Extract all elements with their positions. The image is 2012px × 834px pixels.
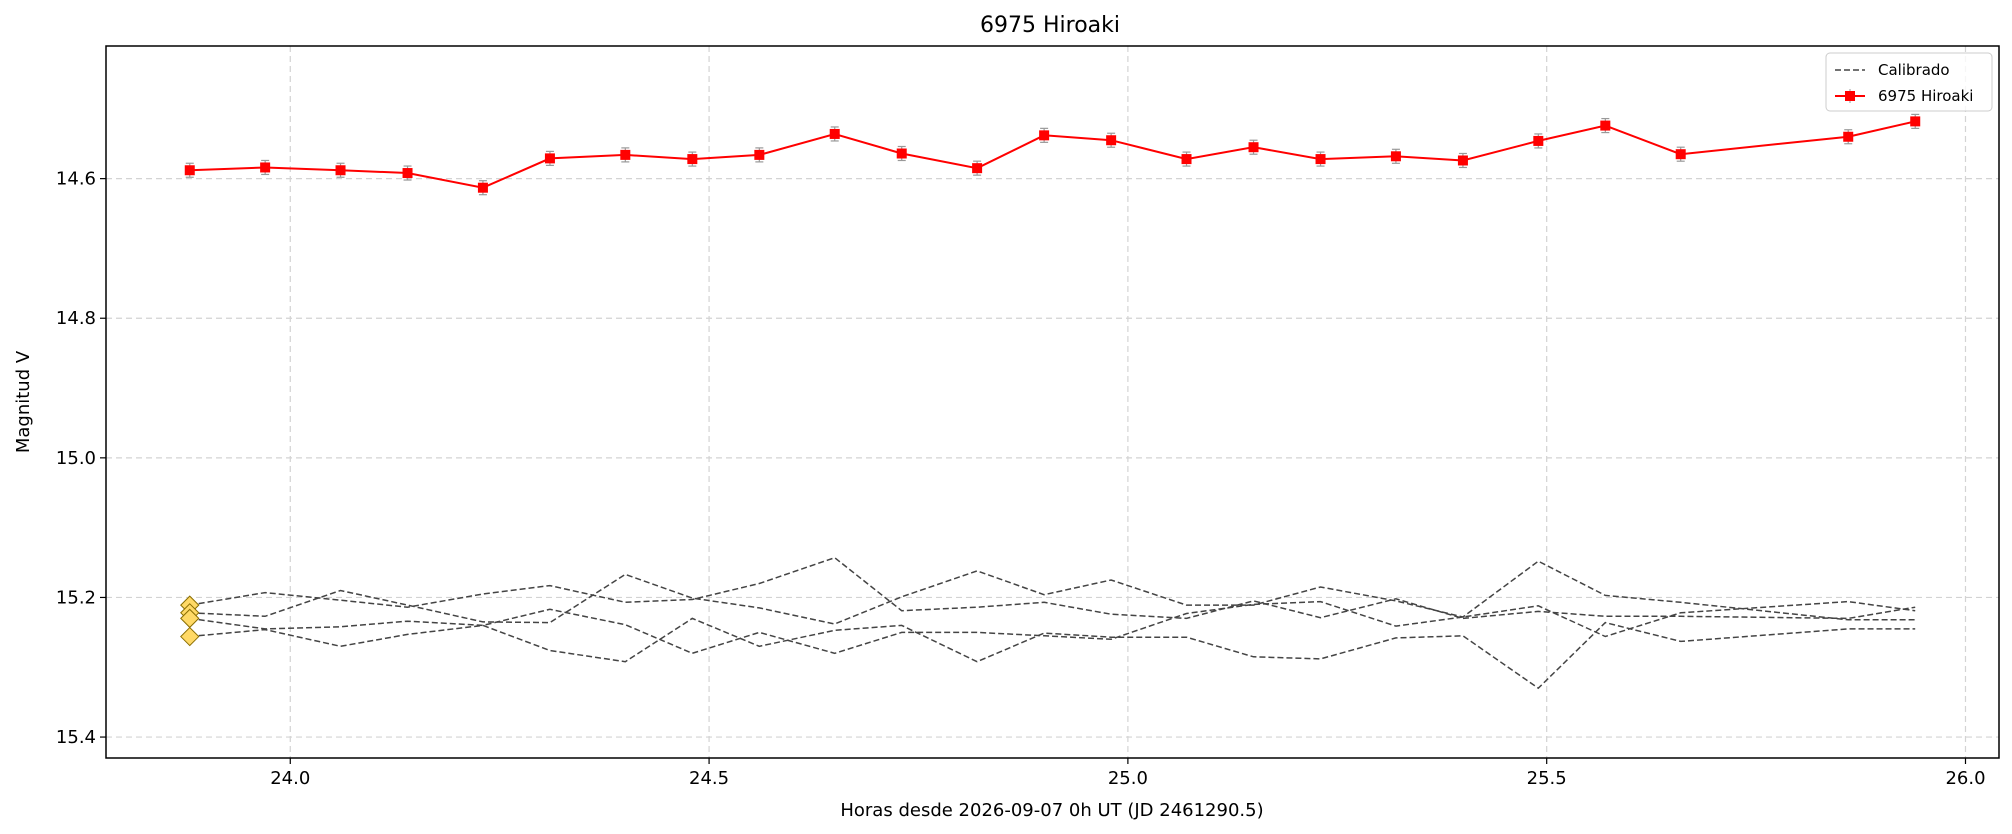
target-data-point [896, 148, 907, 159]
target-data-point [544, 153, 555, 164]
legend-box [1825, 52, 1993, 112]
comparison-series-line [189, 617, 1916, 690]
x-tick-label: 25.0 [1108, 768, 1148, 789]
comparison-series-line [189, 600, 1916, 655]
target-data-point [1390, 151, 1401, 162]
target-data-point [687, 154, 698, 165]
legend: Calibrado 6975 Hiroaki [1825, 52, 1993, 112]
axis-ticks: 24.0 24.5 25.0 25.5 26.0 14.6 14.8 15.0 15.2 15.4 [56, 169, 1986, 789]
target-data-point [1600, 120, 1611, 131]
target-data-point [972, 163, 983, 174]
comparison-start-marker [180, 626, 200, 647]
y-axis-label: Magnitud V [13, 350, 34, 453]
x-tick-label: 25.5 [1527, 768, 1567, 789]
target-data-point [1843, 131, 1854, 142]
comparison-series-line [189, 560, 1916, 625]
comparison-series-line [189, 556, 1916, 620]
series-layer [180, 113, 1921, 690]
target-data-point [620, 149, 631, 160]
x-tick-label: 24.5 [689, 768, 729, 789]
target-data-point [1181, 154, 1192, 165]
plot-frame [105, 45, 2000, 759]
target-data-point [260, 162, 271, 173]
target-data-point [477, 182, 488, 193]
target-series-line [189, 120, 1916, 189]
y-tick-label: 15.4 [56, 727, 96, 748]
target-data-point [1248, 142, 1259, 153]
chart-title: 6975 Hiroaki [980, 13, 1120, 38]
target-data-point [402, 168, 413, 179]
target-data-point [1675, 149, 1686, 160]
y-tick-label: 15.0 [56, 448, 96, 469]
target-data-point [184, 165, 195, 176]
target-data-point [1039, 130, 1050, 141]
target-data-point [1106, 135, 1117, 146]
y-tick-label: 15.2 [56, 587, 96, 608]
y-tick-label: 14.6 [56, 169, 96, 190]
target-data-point [1457, 155, 1468, 166]
legend-target-label: 6975 Hiroaki [1878, 87, 1973, 105]
target-data-point [1533, 135, 1544, 146]
x-axis-label: Horas desde 2026-09-07 0h UT (JD 2461290… [840, 800, 1263, 821]
y-tick-label: 14.8 [56, 308, 96, 329]
grid-lines [106, 46, 1999, 758]
x-tick-label: 26.0 [1945, 768, 1985, 789]
legend-calibrado-label: Calibrado [1878, 61, 1950, 79]
x-tick-label: 24.0 [270, 768, 310, 789]
legend-target-marker [1845, 91, 1855, 101]
target-data-point [1910, 116, 1921, 127]
target-data-point [754, 149, 765, 160]
target-data-point [335, 165, 346, 176]
target-data-point [1315, 154, 1326, 165]
target-data-point [829, 128, 840, 139]
